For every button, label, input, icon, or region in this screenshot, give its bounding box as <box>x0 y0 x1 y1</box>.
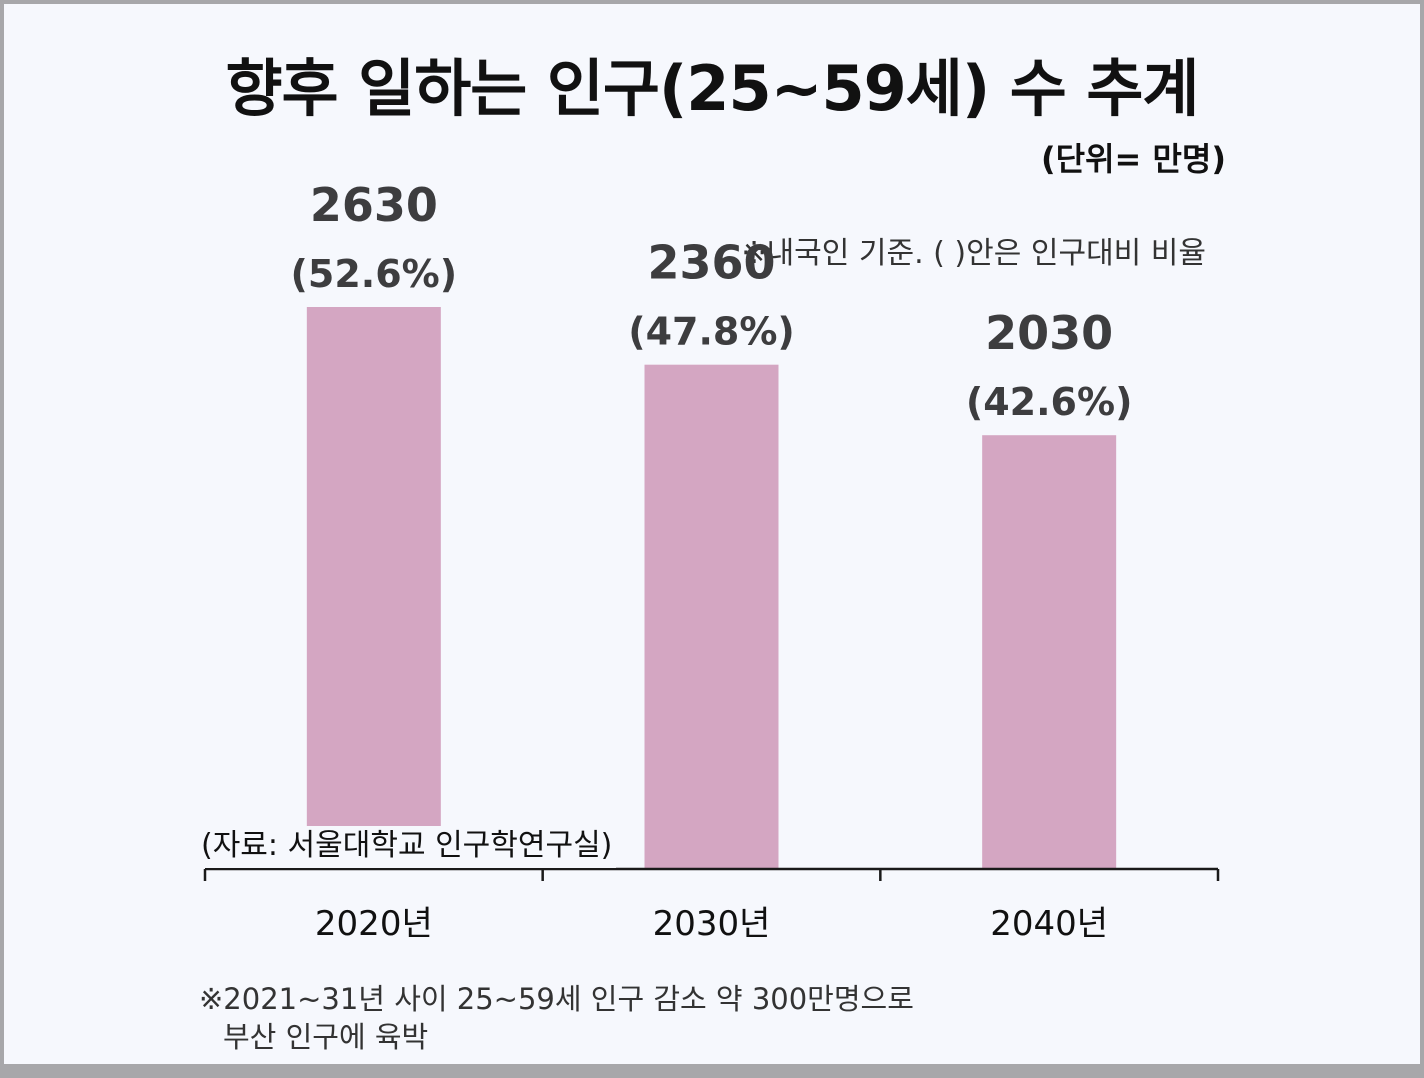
x-tick-label-1: 2020년 <box>315 904 433 944</box>
chart-note: ※내국인 기준. ( )안은 인구대비 비율 <box>741 236 1206 271</box>
unit-label: (단위= 만명) <box>1041 140 1226 178</box>
bar-percent-label-2: (47.8%) <box>628 310 795 354</box>
bar-3 <box>982 435 1117 869</box>
footnote-line-2: 부산 인구에 육박 <box>223 1020 429 1054</box>
chart-title: 향후 일하는 인구(25~59세) 수 추계 <box>225 52 1200 125</box>
x-tick-label-3: 2040년 <box>990 904 1108 944</box>
bar-value-label-1: 2630 <box>310 178 438 232</box>
bar-percent-label-1: (52.6%) <box>291 252 458 296</box>
bar-value-label-3: 2030 <box>985 306 1113 360</box>
bar-2 <box>644 364 779 869</box>
x-tick-label-2: 2030년 <box>653 904 771 944</box>
footnote: ※2021~31년 사이 25~59세 인구 감소 약 300만명으로 부산 인… <box>199 980 914 1056</box>
footnote-line-1: ※2021~31년 사이 25~59세 인구 감소 약 300만명으로 <box>199 982 914 1016</box>
bar-value-label-2: 2360 <box>647 236 775 290</box>
source-label: (자료: 서울대학교 인구학연구실) <box>199 826 617 868</box>
bar-percent-label-3: (42.6%) <box>966 380 1133 424</box>
bar-1 <box>306 307 441 869</box>
